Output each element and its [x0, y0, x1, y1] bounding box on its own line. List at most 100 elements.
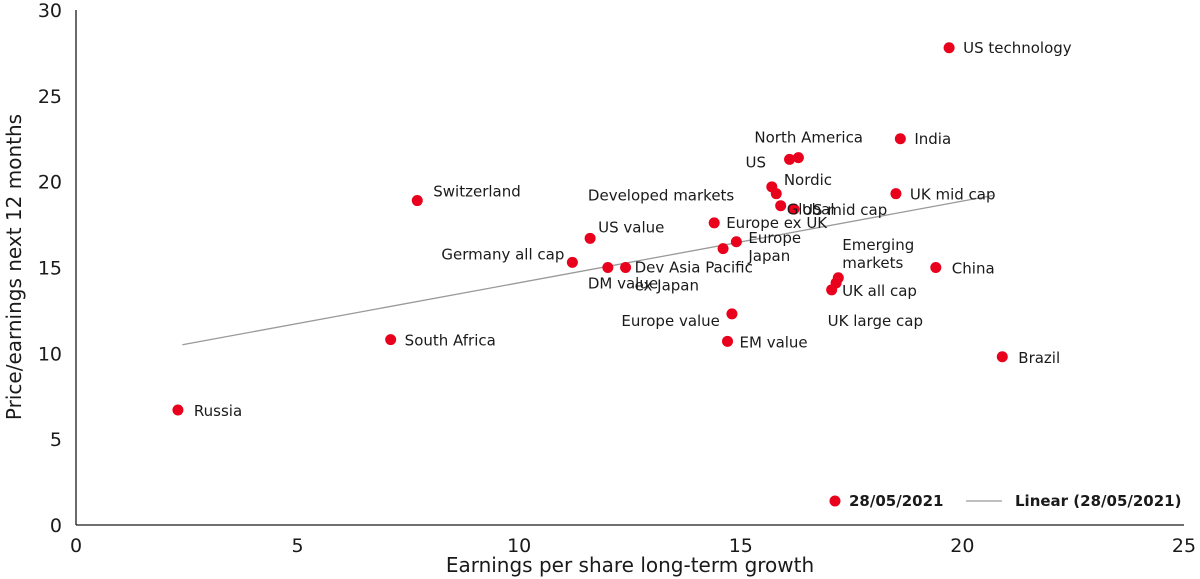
data-point-label-line: Developed markets	[588, 187, 735, 205]
x-tick-label: 0	[70, 535, 82, 557]
data-point-label: DM value	[588, 275, 658, 293]
x-axis-title: Earnings per share long-term growth	[446, 553, 814, 577]
data-point	[726, 308, 738, 320]
data-point-label: US value	[598, 218, 664, 236]
data-point	[730, 236, 742, 248]
y-tick-label: 10	[38, 343, 62, 365]
y-tick-label: 5	[50, 429, 62, 451]
data-point-label-line: US technology	[963, 39, 1072, 57]
data-point	[996, 351, 1008, 363]
data-point-label: UK large cap	[828, 312, 923, 330]
data-point-label: Global	[787, 201, 835, 219]
data-point	[602, 262, 614, 273]
data-point-label-line: Nordic	[784, 171, 832, 189]
data-point-label: China	[952, 260, 995, 278]
y-tick-label: 15	[38, 258, 62, 280]
data-point	[770, 188, 782, 200]
data-point-label-line: Brazil	[1018, 349, 1060, 367]
data-point-label-line: ex Japan	[635, 277, 699, 295]
data-point-label-line: Russia	[194, 402, 242, 420]
data-point-label: Europe value	[621, 312, 720, 330]
data-point	[788, 203, 800, 215]
data-point	[792, 152, 804, 164]
x-tick-label: 20	[950, 535, 974, 557]
y-tick-label: 30	[38, 0, 62, 22]
data-point-label: Nordic	[784, 171, 832, 189]
data-point-label: Europe ex UK	[726, 214, 828, 232]
data-point-label-line: Global	[787, 201, 835, 219]
data-point	[943, 42, 955, 54]
data-point	[894, 133, 906, 145]
data-point	[890, 188, 902, 200]
data-point-label-line: DM value	[588, 275, 658, 293]
data-point-label-line: Germany all cap	[441, 245, 564, 263]
data-point-label-line: Europe	[748, 229, 801, 247]
data-point-label: Brazil	[1018, 349, 1060, 367]
data-point-label-line: Switzerland	[433, 183, 521, 201]
legend-scatter-marker	[829, 495, 841, 507]
data-point	[826, 284, 838, 296]
data-point	[566, 256, 578, 268]
x-tick-label: 25	[1172, 535, 1196, 557]
data-point-label: EM value	[740, 333, 808, 351]
data-point-label: US	[746, 153, 767, 171]
data-point-label: UK all cap	[842, 282, 917, 300]
data-point-label: Developed markets	[588, 187, 735, 205]
data-point-label-line: Emerging	[842, 236, 914, 254]
x-tick-label: 5	[292, 535, 304, 557]
data-point-label-line: markets	[842, 254, 903, 272]
data-point-label-line: Dev Asia Pacific	[635, 259, 753, 277]
data-point-label-line: US value	[598, 218, 664, 236]
x-tick-labels: 0 5 10 15 20 25	[70, 535, 1196, 557]
data-point	[620, 262, 632, 273]
y-tick-labels: 0 5 10 15 20 25 30	[38, 0, 62, 537]
data-point-label-line: North America	[754, 129, 863, 147]
data-point	[717, 243, 729, 255]
y-tick-label: 0	[50, 515, 62, 537]
axes: 0 5 10 15 20 25 0 5 10 15 20 25 30	[38, 0, 1196, 557]
data-point-label-line: UK mid cap	[910, 186, 996, 204]
data-point-label: Germany all cap	[441, 245, 564, 263]
data-point	[172, 404, 184, 416]
legend-scatter-label: 28/05/2021	[849, 492, 943, 510]
data-point	[411, 195, 423, 207]
data-point-label-line: EM value	[740, 333, 808, 351]
data-point-label-line: UK all cap	[842, 282, 917, 300]
data-point-label-line: US mid cap	[802, 201, 887, 219]
y-tick-label: 20	[38, 172, 62, 194]
data-point-label: Dev Asia Pacific ex Japan	[635, 259, 753, 295]
data-point	[584, 232, 596, 244]
data-point-label-line: South Africa	[405, 332, 496, 350]
data-point-label-line: Japan	[747, 247, 790, 265]
data-point-label-line: US	[746, 153, 767, 171]
y-tick-label: 25	[38, 86, 62, 108]
data-point	[385, 334, 397, 346]
data-point-label-line: Europe ex UK	[726, 214, 828, 232]
legend: 28/05/2021 Linear (28/05/2021)	[829, 492, 1181, 510]
data-point	[775, 200, 787, 212]
data-point	[784, 153, 796, 165]
data-point-label: Emerging markets	[842, 236, 914, 272]
data-point-label: India	[914, 130, 951, 148]
data-point-label: US technology	[963, 39, 1072, 57]
x-tick-label: 15	[729, 535, 753, 557]
trendline	[182, 194, 994, 346]
data-point-label-line: Europe value	[621, 312, 720, 330]
data-point-label-line: UK large cap	[828, 312, 923, 330]
data-point	[708, 217, 720, 229]
data-point-label: US mid cap	[802, 201, 887, 219]
y-axis-title: Price/earnings next 12 months	[2, 114, 26, 420]
data-point-label-line: India	[914, 130, 951, 148]
data-point-label: South Africa	[405, 332, 496, 350]
data-point-labels: US technology India North America US Nordic D…	[194, 39, 1072, 420]
x-tick-label: 10	[507, 535, 531, 557]
data-point-label: Switzerland	[433, 183, 521, 201]
data-point	[722, 335, 734, 347]
data-point-label: UK mid cap	[910, 186, 996, 204]
data-point-label: Europe Japan	[747, 229, 801, 265]
data-point-label: Russia	[194, 402, 242, 420]
legend-line-label: Linear (28/05/2021)	[1015, 492, 1181, 510]
data-point	[930, 262, 942, 273]
data-points	[172, 42, 1008, 416]
